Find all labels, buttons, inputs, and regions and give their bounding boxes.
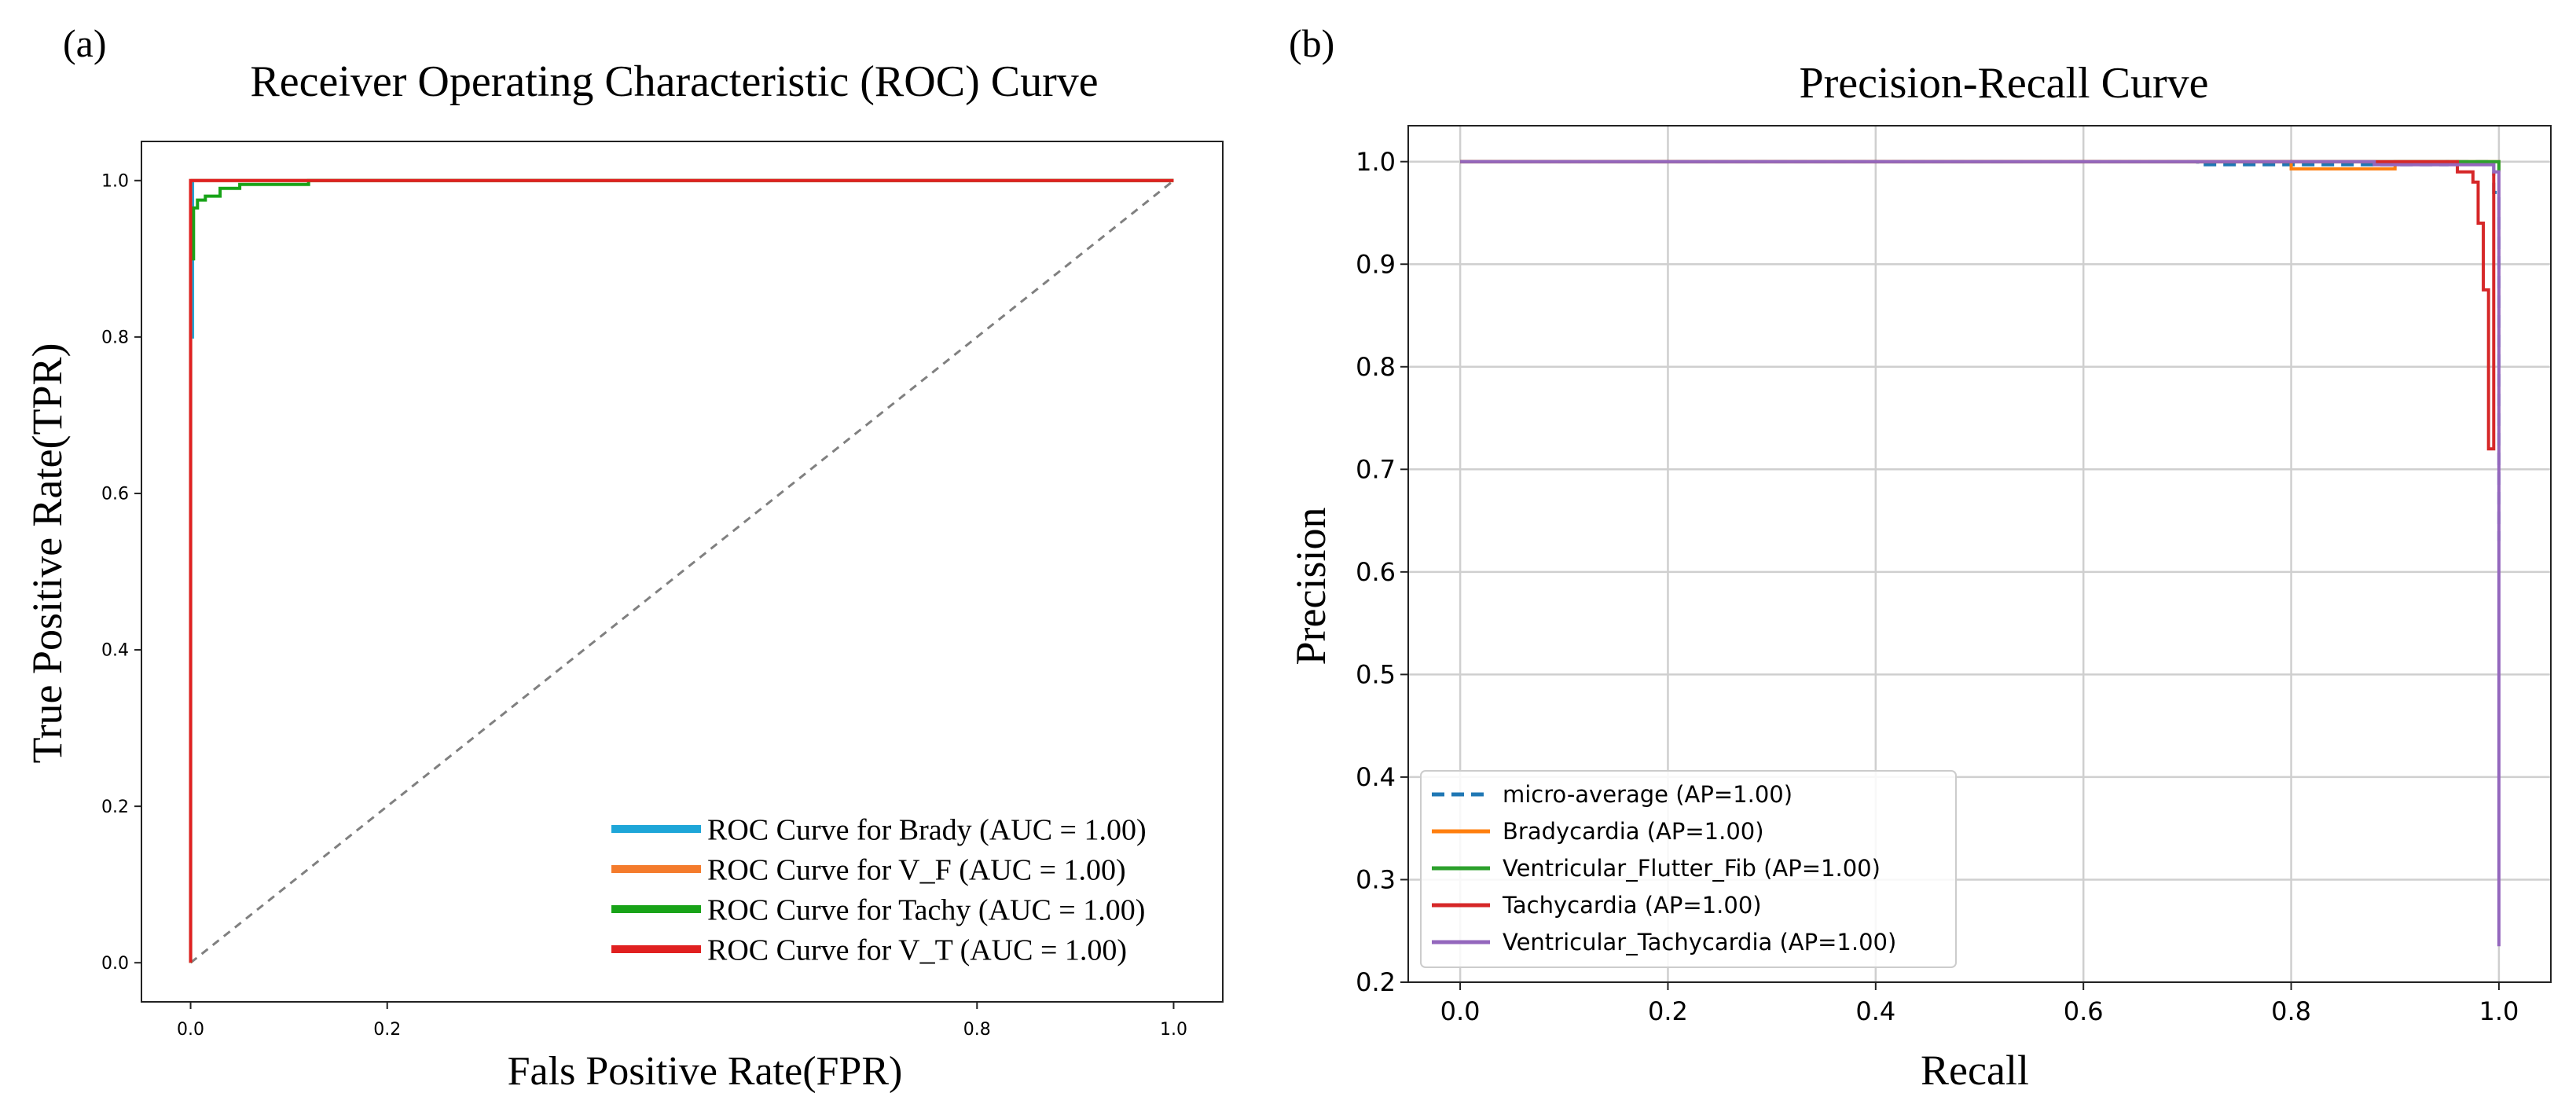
x-tick-label: 0.8 bbox=[963, 1020, 991, 1040]
legend-entry-tachycardia-ap-1-00: Tachycardia (AP=1.00) bbox=[1502, 892, 1762, 919]
legend-entry-roc-curve-for-brady-auc-1-00: ROC Curve for Brady (AUC = 1.00) bbox=[707, 813, 1147, 846]
roc-plot-frame bbox=[141, 141, 1224, 1003]
pr-legend: micro-average (AP=1.00) Bradycardia (AP=1… bbox=[1420, 770, 1957, 968]
y-tick-label: 1.0 bbox=[101, 171, 129, 191]
pr-lines bbox=[1460, 160, 2501, 947]
roc-panel: (a) Receiver Operating Characteristic (R… bbox=[24, 21, 1224, 1094]
legend-entry-ventricular-flutter-fib-ap-1-00: Ventricular_Flutter_Fib (AP=1.00) bbox=[1503, 855, 1881, 882]
legend-entry-roc-curve-for-tachy-auc-1-00: ROC Curve for Tachy (AUC = 1.00) bbox=[707, 893, 1145, 926]
legend-entry-roc-curve-for-v-f-auc-1-00: ROC Curve for V_F (AUC = 1.00) bbox=[707, 853, 1126, 886]
y-tick-label: 0.2 bbox=[101, 798, 129, 817]
panel-label-b: (b) bbox=[1289, 21, 1334, 65]
legend-entry-micro-average-ap-1-00: micro-average (AP=1.00) bbox=[1503, 781, 1793, 808]
y-tick-label: 0.3 bbox=[1356, 865, 1396, 895]
roc-legend: ROC Curve for Brady (AUC = 1.00) ROC Curv… bbox=[603, 802, 1219, 993]
legend-entry-bradycardia-ap-1-00: Bradycardia (AP=1.00) bbox=[1503, 818, 1764, 845]
roc-lines bbox=[189, 178, 1175, 964]
y-tick-label: 0.8 bbox=[1356, 352, 1396, 382]
y-tick-label: 1.0 bbox=[1356, 147, 1396, 177]
pr-plot-frame bbox=[1407, 125, 2552, 983]
x-tick-label: 0.6 bbox=[2064, 996, 2104, 1026]
series-line-ventricular-tachycardia-ap-1-00 bbox=[1460, 160, 2501, 947]
x-tick-label: 0.2 bbox=[373, 1020, 401, 1040]
x-tick-label: 0.0 bbox=[177, 1020, 204, 1040]
x-tick-label: 0.2 bbox=[1648, 996, 1688, 1026]
x-tick-label: 1.0 bbox=[1160, 1020, 1187, 1040]
roc-y-axis-label: True Positive Rate(TPR) bbox=[24, 343, 71, 763]
series-line-roc-curve-for-tachy-auc-1-00 bbox=[189, 178, 1174, 963]
roc-x-axis-label: Fals Positive Rate(FPR) bbox=[508, 1049, 903, 1094]
series-line-roc-curve-for-v-t-auc-1-00 bbox=[189, 178, 1174, 963]
legend-entry-ventricular-tachycardia-ap-1-00: Ventricular_Tachycardia (AP=1.00) bbox=[1503, 929, 1896, 955]
x-tick-label: 0.4 bbox=[1855, 996, 1895, 1026]
pr-ticks: 0.0 0.2 0.4 0.6 0.8 1.0 0.2 0.3 0.4 0.5 0.6 0.7 0.8 0… bbox=[1356, 147, 2519, 1026]
x-tick-label: 0.8 bbox=[2271, 996, 2311, 1026]
pr-panel: (b) Precision-Recall Curve Recall Precis… bbox=[1287, 21, 2552, 1094]
y-tick-label: 0.7 bbox=[1356, 455, 1396, 485]
pr-title: Precision-Recall Curve bbox=[1800, 59, 2209, 108]
legend-entry-roc-curve-for-v-t-auc-1-00: ROC Curve for V_T (AUC = 1.00) bbox=[707, 933, 1127, 966]
y-tick-label: 0.9 bbox=[1356, 249, 1396, 279]
chance-diagonal-line bbox=[189, 179, 1175, 964]
y-tick-label: 0.4 bbox=[1356, 762, 1396, 792]
series-line-tachycardia-ap-1-00 bbox=[1460, 160, 2496, 451]
x-tick-label: 1.0 bbox=[2479, 996, 2519, 1026]
y-tick-label: 0.6 bbox=[1356, 557, 1396, 587]
y-tick-label: 0.4 bbox=[101, 641, 129, 661]
y-tick-label: 0.0 bbox=[101, 954, 129, 974]
pr-y-axis-label: Precision bbox=[1287, 508, 1334, 666]
y-tick-label: 0.8 bbox=[101, 328, 129, 348]
legend-box bbox=[1420, 770, 1957, 968]
roc-title: Receiver Operating Characteristic (ROC) … bbox=[250, 57, 1098, 106]
x-tick-label: 0.0 bbox=[1440, 996, 1481, 1026]
panel-label-a: (a) bbox=[63, 21, 107, 65]
roc-ticks: 0.0 0.2 0.8 1.0 0.0 0.2 0.4 0.6 0.8 1.0 bbox=[101, 171, 1187, 1040]
y-tick-label: 0.6 bbox=[101, 485, 129, 504]
y-tick-label: 0.5 bbox=[1356, 660, 1396, 690]
y-tick-label: 0.2 bbox=[1356, 967, 1396, 997]
pr-x-axis-label: Recall bbox=[1921, 1047, 2029, 1094]
series-line-micro-average-ap-1-00 bbox=[1460, 160, 2501, 541]
legend-box bbox=[603, 802, 1219, 993]
